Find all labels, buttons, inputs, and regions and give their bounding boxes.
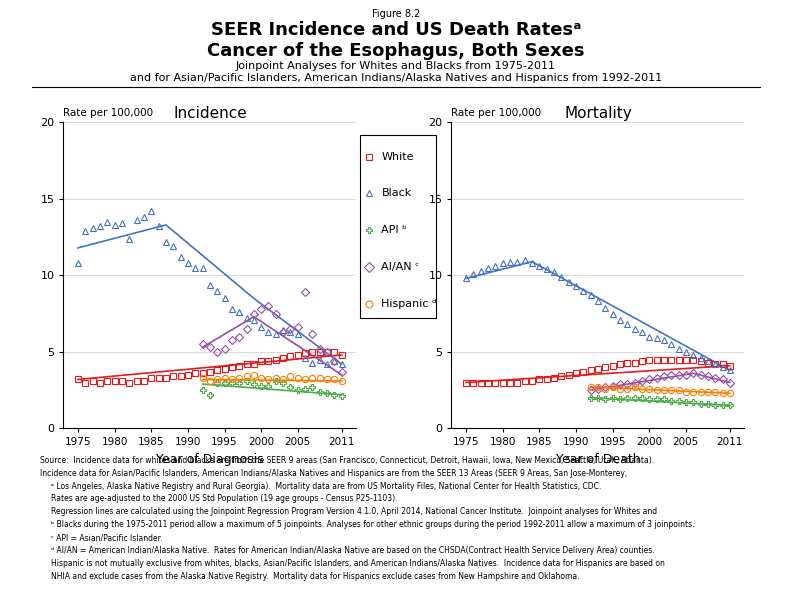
X-axis label: Year of Death: Year of Death xyxy=(556,453,640,466)
Text: Joinpoint Analyses for Whites and Blacks from 1975-2011: Joinpoint Analyses for Whites and Blacks… xyxy=(236,61,556,71)
Text: and for Asian/Pacific Islanders, American Indians/Alaska Natives and Hispanics f: and for Asian/Pacific Islanders, America… xyxy=(130,73,662,83)
Text: Hispanic ᵈ: Hispanic ᵈ xyxy=(382,299,437,308)
Text: SEER Incidence and US Death Ratesᵃ: SEER Incidence and US Death Ratesᵃ xyxy=(211,21,581,39)
Text: White: White xyxy=(382,152,414,162)
Text: Figure 8.2: Figure 8.2 xyxy=(372,9,420,19)
Text: ᶜ API = Asian/Pacific Islander.: ᶜ API = Asian/Pacific Islander. xyxy=(51,533,163,542)
Text: NHIA and exclude cases from the Alaska Native Registry.  Mortality data for Hisp: NHIA and exclude cases from the Alaska N… xyxy=(51,572,580,581)
Text: API ᵇ: API ᵇ xyxy=(382,225,407,235)
Title: Incidence: Incidence xyxy=(173,106,247,121)
Text: Rates are age-adjusted to the 2000 US Std Population (19 age groups - Census P25: Rates are age-adjusted to the 2000 US St… xyxy=(51,494,398,504)
Title: Mortality: Mortality xyxy=(564,106,632,121)
Text: Cancer of the Esophagus, Both Sexes: Cancer of the Esophagus, Both Sexes xyxy=(208,42,584,59)
Text: Rate per 100,000: Rate per 100,000 xyxy=(63,108,154,118)
Text: Rate per 100,000: Rate per 100,000 xyxy=(451,108,542,118)
Text: Black: Black xyxy=(382,188,412,198)
Text: ᵈ AI/AN = American Indian/Alaska Native.  Rates for American Indian/Alaska Nativ: ᵈ AI/AN = American Indian/Alaska Native.… xyxy=(51,546,655,555)
Text: ᵃ Los Angeles, Alaska Native Registry and Rural Georgia).  Mortality data are fr: ᵃ Los Angeles, Alaska Native Registry an… xyxy=(51,482,602,491)
Text: Regression lines are calculated using the Joinpoint Regression Program Version 4: Regression lines are calculated using th… xyxy=(51,507,657,517)
Text: Hispanic is not mutually exclusive from whites, blacks, Asian/Pacific Islanders,: Hispanic is not mutually exclusive from … xyxy=(51,559,665,568)
Text: Source:  Incidence data for whites and blacks are from the SEER 9 areas (San Fra: Source: Incidence data for whites and bl… xyxy=(40,456,653,465)
X-axis label: Year of Diagnosis: Year of Diagnosis xyxy=(156,453,264,466)
Text: Incidence data for Asian/Pacific Islanders, American Indians/Alaska Natives and : Incidence data for Asian/Pacific Islande… xyxy=(40,469,626,478)
Text: AI/AN ᶜ: AI/AN ᶜ xyxy=(382,262,420,272)
Text: ᵇ Blacks during the 1975-2011 period allow a maximum of 5 joinpoints. Analyses f: ᵇ Blacks during the 1975-2011 period all… xyxy=(51,520,695,529)
